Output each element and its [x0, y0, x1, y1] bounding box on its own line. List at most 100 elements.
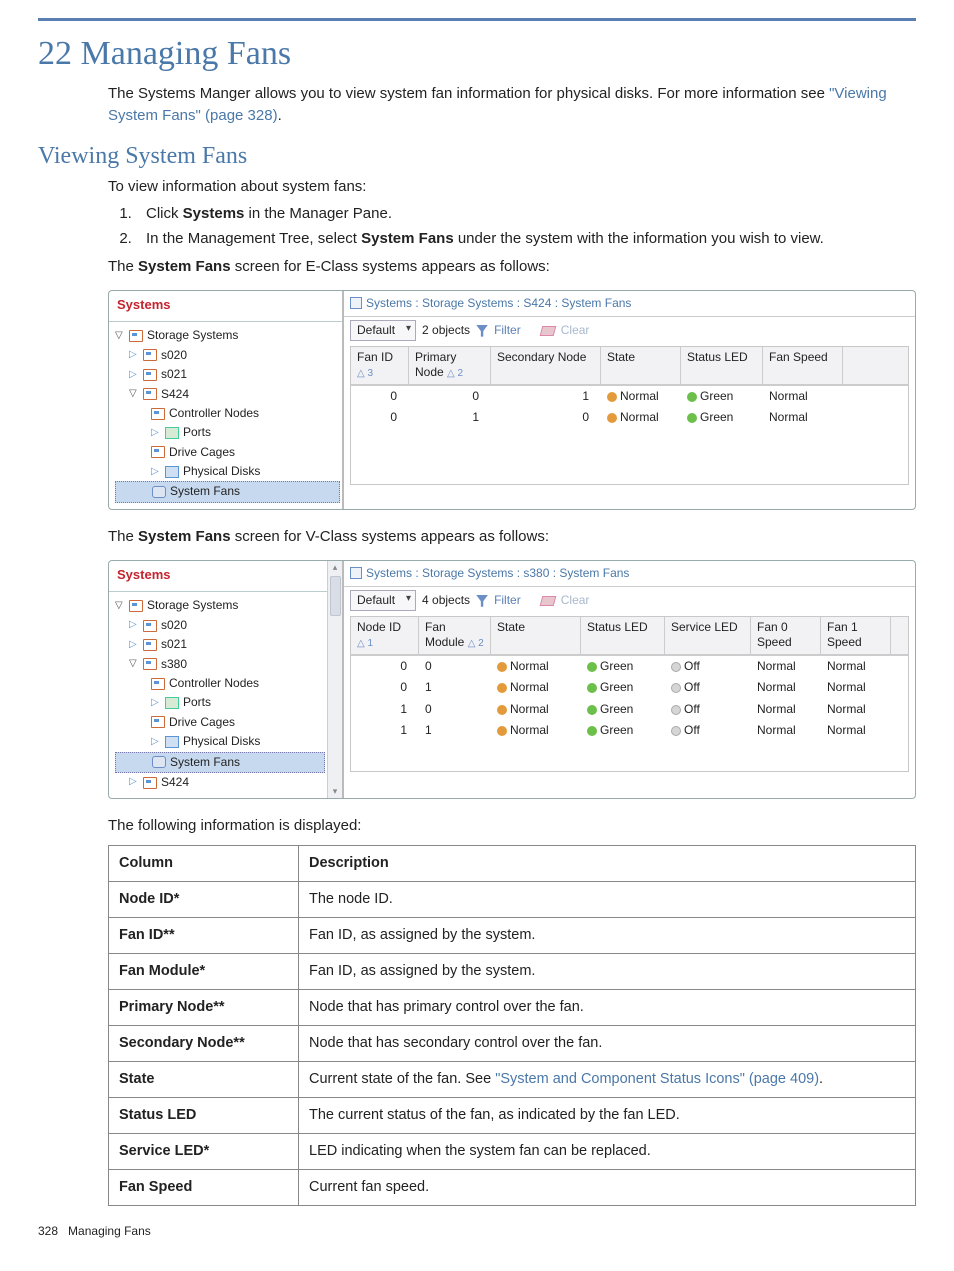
col-status-led[interactable]: Status LED: [681, 347, 763, 384]
table-row: Service LED*LED indicating when the syst…: [109, 1134, 916, 1170]
folder-icon: [143, 639, 157, 651]
col-state[interactable]: State: [491, 617, 581, 654]
status-dot-icon: [671, 705, 681, 715]
table-row[interactable]: 11NormalGreenOffNormalNormal: [351, 720, 908, 741]
col-primary[interactable]: Primary Node △ 2: [409, 347, 491, 384]
displayed-text: The following information is displayed:: [108, 815, 916, 837]
table-row[interactable]: 10NormalGreenOffNormalNormal: [351, 699, 908, 720]
page-title: 22 Managing Fans: [38, 35, 916, 73]
tree-item-drive-cages[interactable]: Drive Cages: [115, 443, 340, 462]
folder-icon: [151, 408, 165, 420]
col-node-id[interactable]: Node ID △ 1: [351, 617, 419, 654]
status-dot-icon: [587, 662, 597, 672]
table-row[interactable]: 01NormalGreenOffNormalNormal: [351, 677, 908, 698]
col-secondary[interactable]: Secondary Node: [491, 347, 601, 384]
col-fan-module[interactable]: Fan Module △ 2: [419, 617, 491, 654]
table-row: Status LEDThe current status of the fan,…: [109, 1098, 916, 1134]
folder-icon: [143, 369, 157, 381]
fan-icon: [152, 486, 166, 498]
ports-icon: [165, 427, 179, 439]
th-description: Description: [299, 846, 916, 882]
status-dot-icon: [671, 683, 681, 693]
clear-link[interactable]: Clear: [561, 322, 590, 339]
folder-icon: [151, 446, 165, 458]
col-fan-speed[interactable]: Fan Speed: [763, 347, 843, 384]
table-row: Primary Node**Node that has primary cont…: [109, 990, 916, 1026]
vclass-screenshot: Systems ▽Storage Systems ▷s020 ▷s021 ▽s3…: [108, 560, 916, 800]
tree-item-physical-disks[interactable]: ▷Physical Disks: [115, 462, 340, 481]
clear-icon: [539, 596, 556, 606]
panel-title-systems: Systems: [109, 291, 342, 323]
col-fan1-speed[interactable]: Fan 1 Speed: [821, 617, 891, 654]
tree-item-system-fans[interactable]: System Fans: [115, 752, 325, 773]
tree-item-s021[interactable]: ▷s021: [115, 635, 325, 654]
view-dropdown[interactable]: Default: [350, 320, 416, 341]
tree-root[interactable]: ▽Storage Systems: [115, 596, 325, 615]
col-service-led[interactable]: Service LED: [665, 617, 751, 654]
page-footer: 328 Managing Fans: [38, 1224, 916, 1238]
tree-item-physical-disks[interactable]: ▷Physical Disks: [115, 732, 325, 751]
status-dot-icon: [587, 705, 597, 715]
col-fan-id[interactable]: Fan ID △ 3: [351, 347, 409, 384]
eclass-intro: The System Fans screen for E-Class syste…: [108, 256, 916, 278]
status-dot-icon: [587, 683, 597, 693]
link-status-icons[interactable]: "System and Component Status Icons" (pag…: [495, 1071, 819, 1087]
step-2: In the Management Tree, select System Fa…: [136, 228, 916, 250]
status-dot-icon: [687, 392, 697, 402]
status-dot-icon: [687, 413, 697, 423]
tree-item-system-fans[interactable]: System Fans: [115, 481, 340, 502]
tree-item-s020[interactable]: ▷s020: [115, 616, 325, 635]
disk-icon: [165, 736, 179, 748]
table-row: Node ID*The node ID.: [109, 882, 916, 918]
folder-icon: [151, 716, 165, 728]
table-row: Fan SpeedCurrent fan speed.: [109, 1170, 916, 1206]
tree-item-s020[interactable]: ▷s020: [115, 346, 340, 365]
table-row[interactable]: 001NormalGreenNormal: [351, 386, 908, 407]
section-title: Viewing System Fans: [38, 143, 916, 170]
status-dot-icon: [607, 392, 617, 402]
col-state[interactable]: State: [601, 347, 681, 384]
tree-item-ports[interactable]: ▷Ports: [115, 423, 340, 442]
filter-link[interactable]: Filter: [494, 592, 521, 609]
status-dot-icon: [671, 726, 681, 736]
intro-paragraph: The Systems Manger allows you to view sy…: [108, 83, 916, 127]
vclass-grid: Node ID △ 1 Fan Module △ 2 State Status …: [350, 616, 909, 772]
col-fan0-speed[interactable]: Fan 0 Speed: [751, 617, 821, 654]
page-icon: [350, 297, 362, 309]
eclass-screenshot: Systems ▽Storage Systems ▷s020 ▷s021 ▽S4…: [108, 290, 916, 510]
table-row: Secondary Node**Node that has secondary …: [109, 1026, 916, 1062]
folder-icon: [129, 600, 143, 612]
page-icon: [350, 567, 362, 579]
tree-item-s424[interactable]: ▽S424: [115, 385, 340, 404]
view-dropdown[interactable]: Default: [350, 590, 416, 611]
tree-item-s424[interactable]: ▷S424: [115, 773, 325, 792]
status-dot-icon: [497, 705, 507, 715]
tree-root[interactable]: ▽Storage Systems: [115, 326, 340, 345]
tree-item-controller-nodes[interactable]: Controller Nodes: [115, 404, 340, 423]
table-row[interactable]: 010NormalGreenNormal: [351, 407, 908, 428]
th-column: Column: [109, 846, 299, 882]
tree-item-controller-nodes[interactable]: Controller Nodes: [115, 674, 325, 693]
clear-link[interactable]: Clear: [561, 592, 590, 609]
folder-icon: [143, 658, 157, 670]
filter-icon: [476, 325, 488, 337]
tree-item-s380[interactable]: ▽s380: [115, 655, 325, 674]
col-status-led[interactable]: Status LED: [581, 617, 665, 654]
panel-title-systems: Systems: [109, 561, 327, 593]
step-1: Click Systems in the Manager Pane.: [136, 203, 916, 225]
table-row: StateCurrent state of the fan. See "Syst…: [109, 1062, 916, 1098]
table-row[interactable]: 00NormalGreenOffNormalNormal: [351, 656, 908, 677]
tree: ▽Storage Systems ▷s020 ▷s021 ▽s380 Contr…: [109, 592, 327, 798]
filter-link[interactable]: Filter: [494, 322, 521, 339]
description-table: Column Description Node ID*The node ID. F…: [108, 845, 916, 1206]
tree-item-drive-cages[interactable]: Drive Cages: [115, 713, 325, 732]
tree-item-ports[interactable]: ▷Ports: [115, 693, 325, 712]
disk-icon: [165, 466, 179, 478]
scrollbar[interactable]: ▴ ▾: [327, 561, 342, 799]
tree-item-s021[interactable]: ▷s021: [115, 365, 340, 384]
breadcrumb: Systems : Storage Systems : s380 : Syste…: [344, 561, 915, 587]
section-lead: To view information about system fans:: [108, 176, 916, 198]
breadcrumb: Systems : Storage Systems : S424 : Syste…: [344, 291, 915, 317]
object-count: 4 objects: [422, 592, 470, 609]
folder-icon: [143, 349, 157, 361]
